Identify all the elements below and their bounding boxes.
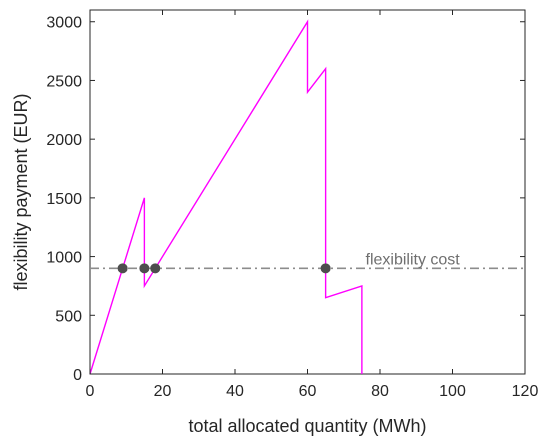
intersection-marker	[139, 263, 150, 274]
x-tick-label: 60	[299, 383, 317, 400]
intersection-marker	[320, 263, 331, 274]
intersection-marker	[117, 263, 128, 274]
x-tick-label: 80	[371, 383, 389, 400]
y-axis-label: flexibility payment (EUR)	[11, 93, 31, 290]
x-tick-label: 120	[512, 383, 539, 400]
x-axis-ticks: 0 20 40 60 80 100 120	[86, 10, 539, 400]
x-tick-label: 0	[86, 383, 95, 400]
x-tick-label: 40	[226, 383, 244, 400]
y-tick-label: 0	[73, 367, 82, 384]
y-tick-label: 1000	[46, 250, 82, 267]
y-tick-label: 2500	[46, 73, 82, 90]
y-tick-label: 3000	[46, 15, 82, 32]
x-tick-label: 100	[439, 383, 466, 400]
y-tick-label: 500	[55, 308, 82, 325]
payment-series-line	[89, 19, 363, 375]
x-tick-label: 20	[154, 383, 172, 400]
x-axis-label: total allocated quantity (MWh)	[188, 416, 426, 436]
y-tick-label: 2000	[46, 132, 82, 149]
y-tick-label: 1500	[46, 191, 82, 208]
flexibility-cost-annotation: flexibility cost	[366, 251, 461, 268]
intersection-marker	[150, 263, 161, 274]
y-axis-ticks: 0 500 1000 1500 2000 2500 3000	[46, 15, 525, 384]
